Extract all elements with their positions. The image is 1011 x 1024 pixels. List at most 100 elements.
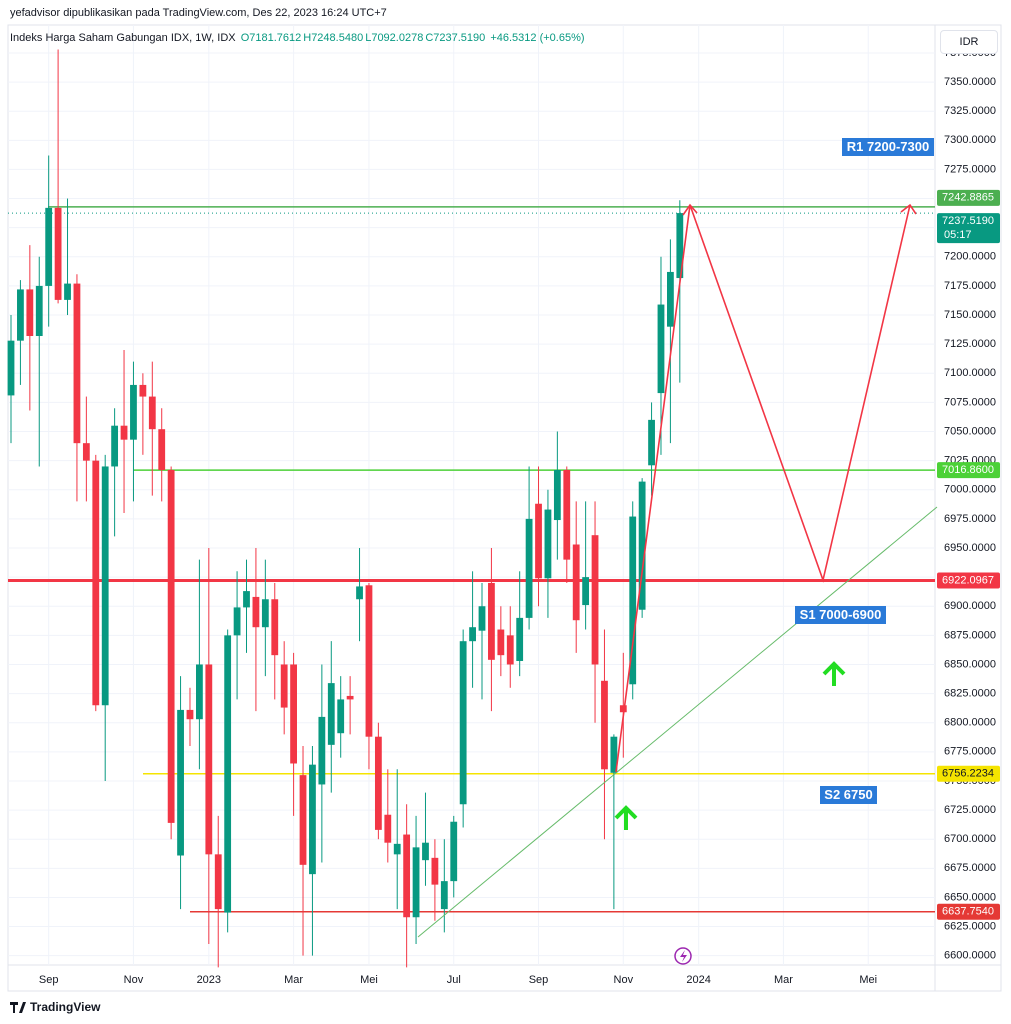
candle-body	[327, 683, 335, 745]
event-icon-bolt	[680, 950, 687, 962]
candle-body	[648, 419, 655, 466]
candle-body	[337, 699, 345, 734]
x-tick-label: Nov	[614, 974, 634, 986]
symbol-line: Indeks Harga Saham Gabungan IDX, 1W, IDX…	[10, 32, 587, 44]
y-tick-label: 7000.0000	[944, 484, 996, 496]
chart-frame	[7, 24, 1002, 992]
y-tick-label: 7300.0000	[944, 134, 996, 146]
y-tick-label: 7100.0000	[944, 367, 996, 379]
candle-body	[356, 586, 363, 600]
candle-body	[120, 425, 128, 440]
candle-body	[619, 705, 627, 713]
countdown: 05:17	[944, 229, 972, 241]
x-tick-label: Jul	[447, 974, 461, 986]
ohlc: L7092.0278	[365, 32, 424, 44]
x-tick-label: Mar	[284, 974, 303, 986]
y-tick-label: 6700.0000	[944, 833, 996, 845]
price-label: 6637.7540	[942, 906, 994, 918]
event-icon[interactable]	[674, 947, 692, 965]
trendline	[417, 506, 938, 938]
candle-body	[516, 617, 524, 661]
candle-body	[167, 469, 175, 823]
candle-body	[553, 469, 561, 521]
y-tick-label: 7350.0000	[944, 76, 996, 88]
candle-body	[186, 709, 194, 720]
candle-body	[440, 881, 448, 910]
annotation-box	[820, 786, 877, 804]
y-tick-label: 7175.0000	[944, 280, 996, 292]
candle-body	[497, 629, 505, 656]
price-label-box	[937, 765, 1000, 782]
candle-body	[224, 635, 232, 913]
y-tick-label: 6975.0000	[944, 513, 996, 525]
candle-body	[64, 283, 71, 300]
candle-body	[139, 384, 147, 397]
candle-body	[412, 847, 420, 918]
candle-body	[450, 821, 458, 882]
price-label-box	[937, 903, 1000, 920]
candle-body	[111, 425, 119, 467]
candle-body	[374, 736, 382, 830]
y-tick-label: 6725.0000	[944, 804, 996, 816]
candle-body	[591, 535, 599, 665]
candle-body	[535, 503, 542, 579]
x-tick-label: Nov	[124, 974, 144, 986]
candle-body	[280, 664, 288, 708]
candle-body	[318, 716, 326, 785]
y-tick-label: 6900.0000	[944, 600, 996, 612]
y-tick-label: 6875.0000	[944, 629, 996, 641]
candle-body	[101, 466, 109, 706]
price-label: 7237.5190	[942, 215, 994, 227]
candle-body	[572, 544, 580, 621]
levels	[8, 206, 935, 913]
y-tick-label: 6825.0000	[944, 688, 996, 700]
ohlc: C7237.5190	[425, 32, 486, 44]
y-tick-label: 7275.0000	[944, 163, 996, 175]
brand-logo	[10, 1002, 26, 1013]
candle-body	[233, 607, 241, 636]
arrowhead	[682, 203, 698, 216]
price-label-box	[937, 213, 1000, 244]
annotation-text: S1 7000-6900	[800, 607, 882, 622]
y-tick-label: 6625.0000	[944, 920, 996, 932]
price-label-box	[937, 462, 1000, 479]
candle-body	[45, 207, 53, 286]
candle-body	[243, 591, 250, 608]
price-label: 6756.2234	[942, 768, 994, 780]
y-tick-label: 6850.0000	[944, 658, 996, 670]
candle-body	[73, 283, 81, 444]
candle-body	[130, 384, 137, 440]
candle-body	[290, 664, 297, 764]
y-tick-label: 6800.0000	[944, 717, 996, 729]
axes: 6600.0000 6625.0000 6650.0000 6675.0000 6700…	[39, 47, 1000, 986]
y-tick-label: 7150.0000	[944, 309, 996, 321]
currency-button[interactable]: IDR	[940, 30, 998, 54]
y-tick-label: 6775.0000	[944, 746, 996, 758]
candle-body	[309, 764, 316, 875]
y-tick-label: 7325.0000	[944, 105, 996, 117]
grid	[8, 25, 935, 965]
y-tick-label: 7050.0000	[944, 425, 996, 437]
x-tick-label: 2024	[686, 974, 710, 986]
candle-body	[365, 585, 373, 737]
candle-body	[196, 664, 203, 720]
candle-body	[271, 599, 279, 656]
x-tick-label: Sep	[529, 974, 549, 986]
candle-body	[92, 460, 100, 706]
ohlc: O7181.7612	[240, 32, 302, 44]
y-tick-label: 6675.0000	[944, 862, 996, 874]
x-tick-label: Sep	[39, 974, 59, 986]
candle-body	[7, 340, 15, 396]
price-label: 7242.8865	[942, 192, 994, 204]
candle-body	[177, 709, 184, 856]
y-tick-label: 6950.0000	[944, 542, 996, 554]
candle-body	[148, 396, 156, 430]
candle-body	[488, 582, 495, 660]
candle-body	[563, 469, 571, 560]
candle-body	[35, 285, 43, 337]
projection-path	[615, 204, 911, 773]
x-tick-label: 2023	[197, 974, 221, 986]
up-arrow	[614, 805, 638, 830]
price-label-box	[937, 572, 1000, 589]
